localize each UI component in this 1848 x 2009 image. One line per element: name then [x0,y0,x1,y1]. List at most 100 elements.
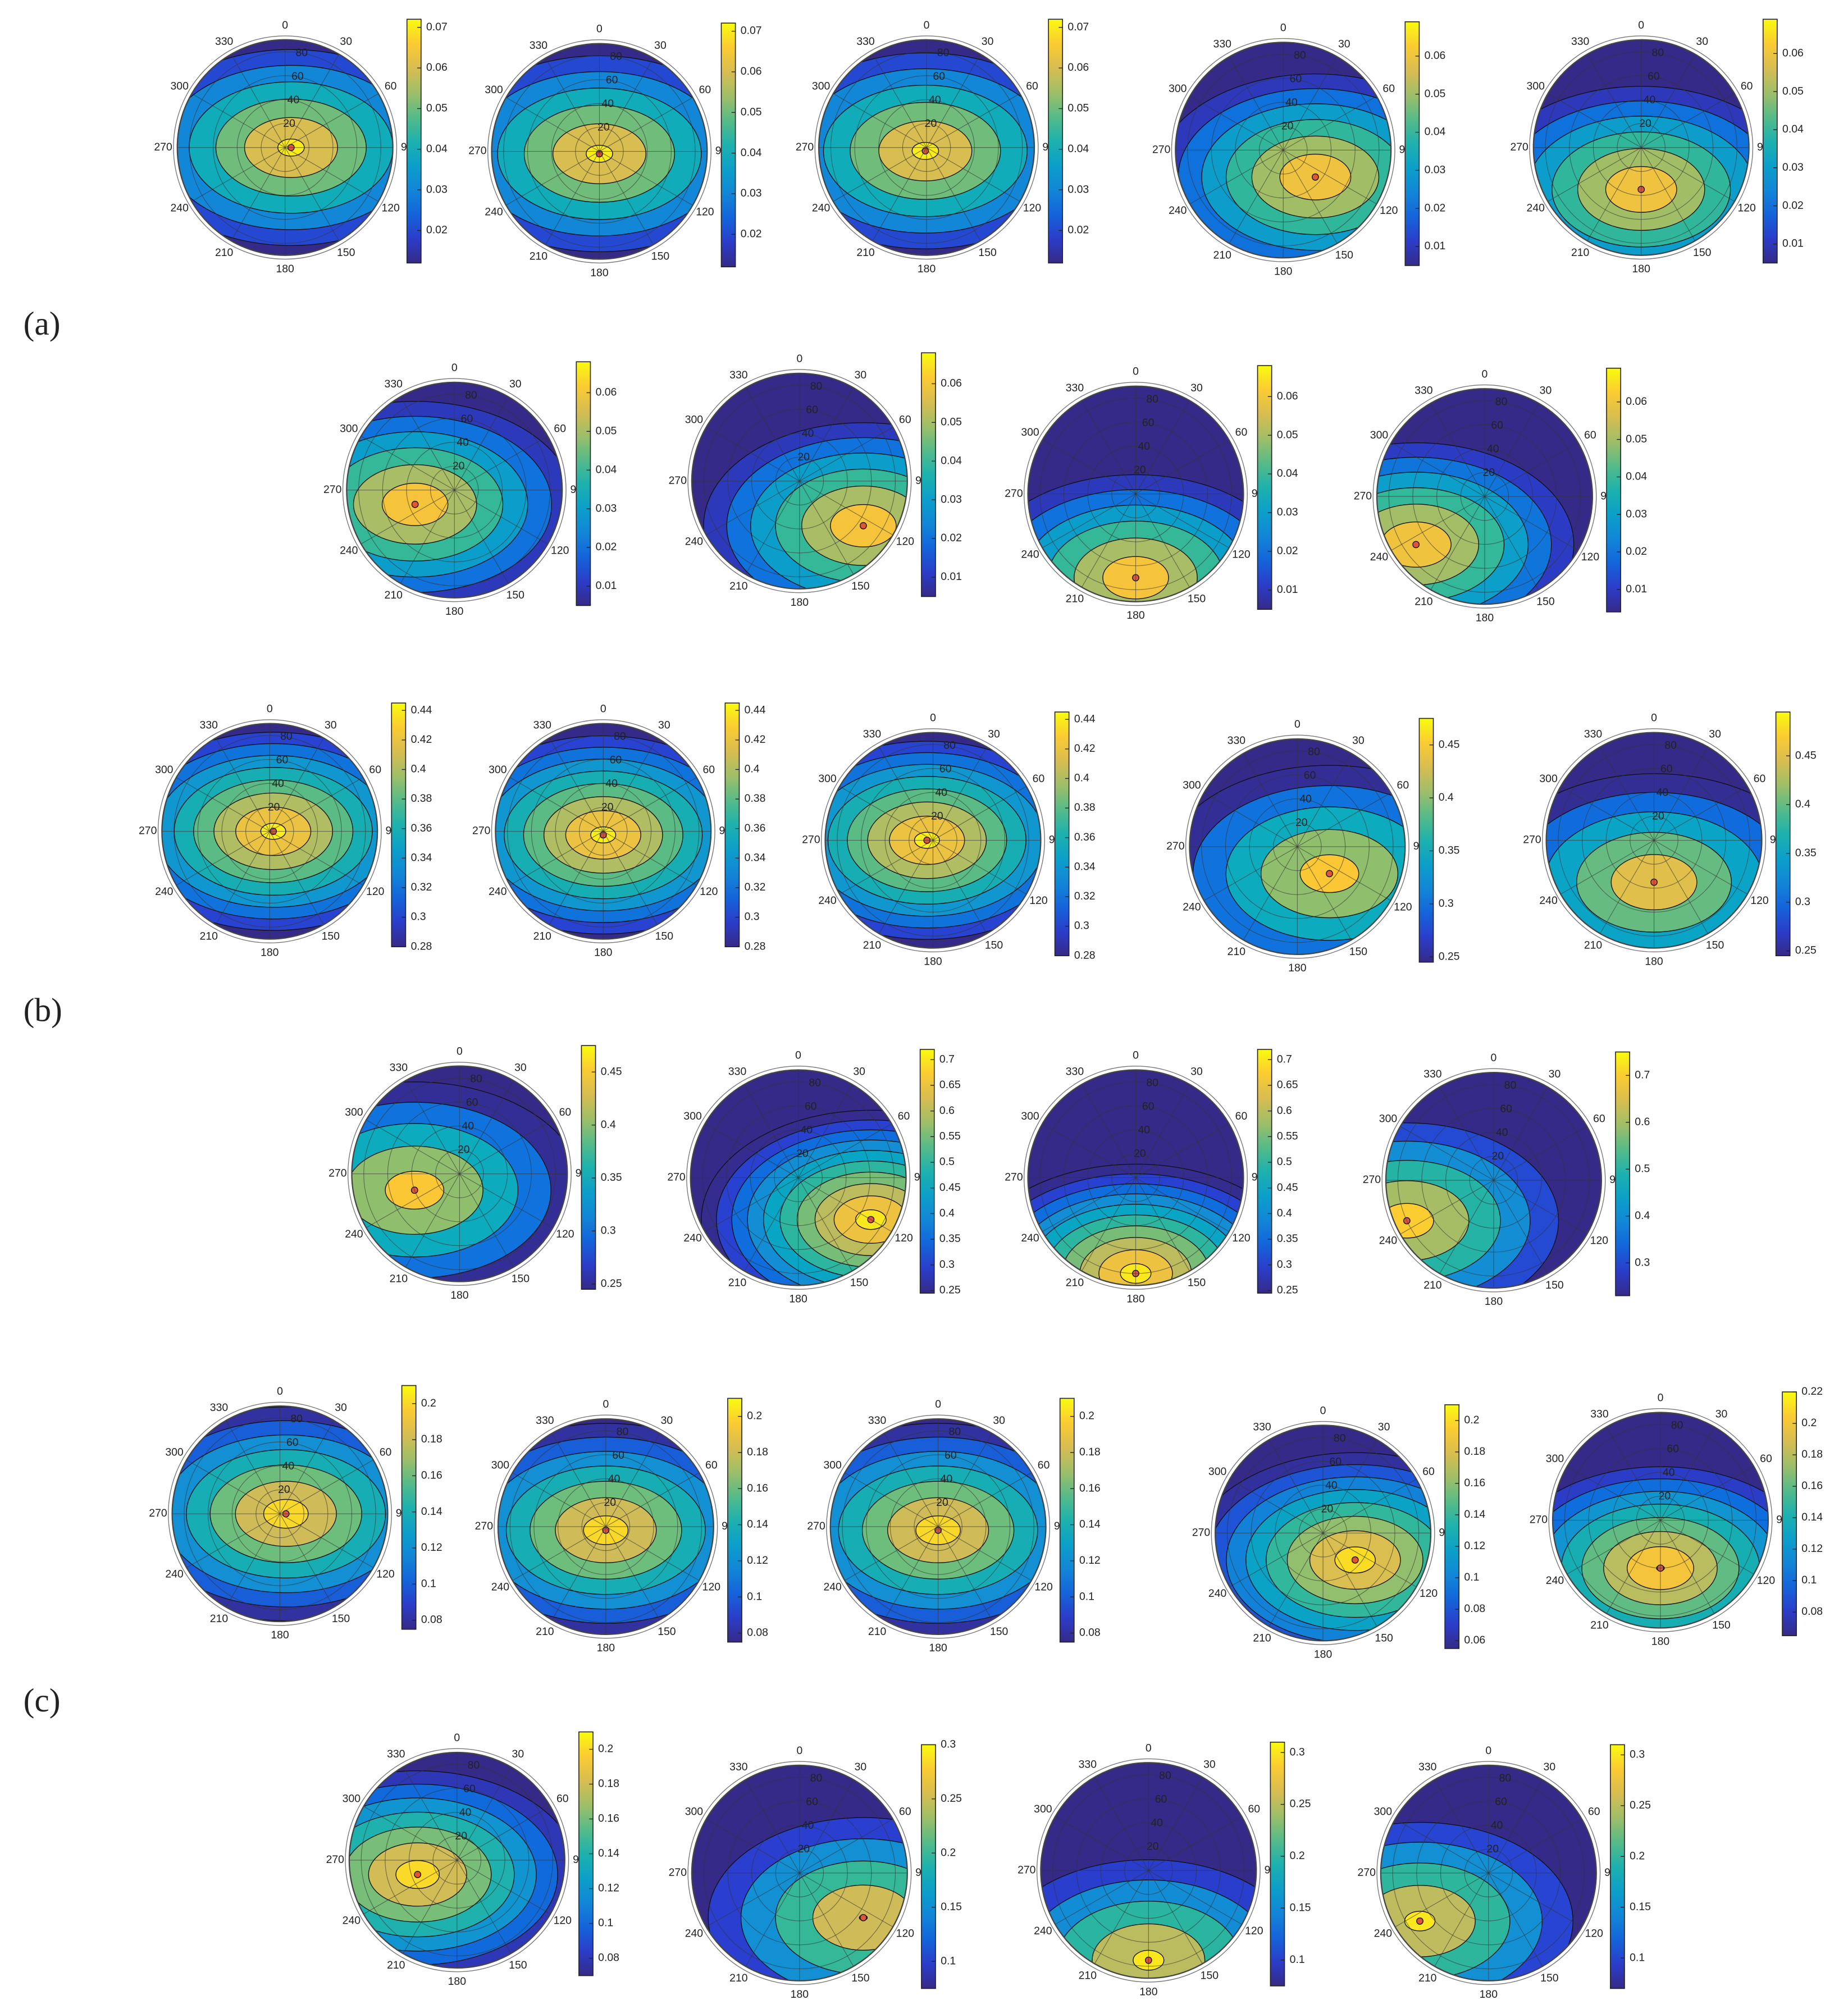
angle-tick-label: 330 [1414,384,1433,396]
polar-frame-outer [1542,728,1767,953]
angle-tick-label: 180 [261,947,279,959]
angular-grid [1493,1086,1548,1181]
angular-grid [1439,1180,1494,1274]
colorbar-tick-label: 0.25 [941,1792,962,1805]
angular-grid [932,840,987,934]
radial-tick-label: 20 [1134,1148,1146,1160]
angular-grid [231,54,286,148]
radial-tick-label: 40 [1644,94,1656,106]
radial-tick-label: 40 [802,427,814,440]
polar-frame [690,1069,907,1286]
radial-tick-label: 80 [617,1426,629,1438]
peak [411,500,419,508]
radial-tick-label: 60 [606,74,618,86]
colorbar [1782,1391,1797,1636]
angular-grid [1189,149,1284,204]
angle-tick-label: 0 [600,703,606,715]
angular-grid [405,1174,460,1268]
colorbar-tick-label: 0.16 [1079,1482,1101,1494]
angle-tick-label: 240 [685,1927,704,1939]
colorbar-tick-label: 0.3 [1074,920,1089,932]
peak [1351,1556,1359,1564]
angular-grid [512,1526,606,1581]
angle-tick-label: 210 [200,930,218,943]
colorbar-tick-label: 0.08 [598,1952,619,1964]
colorbar-tick-label: 0.1 [421,1577,436,1590]
angular-grid [745,387,800,482]
polar-plot: 2040608003060901201501802102402703003300… [328,1045,622,1302]
radial-tick-label: 80 [1294,49,1306,61]
angular-grid [1488,1873,1582,1928]
radial-tick-label: 40 [462,1120,474,1133]
angle-tick-label: 30 [1715,1408,1728,1421]
angular-grid [1229,56,1284,150]
angular-grid [1322,1533,1377,1627]
angle-tick-label: 60 [1397,779,1409,792]
angular-grid [603,831,658,925]
angle-tick-label: 330 [1066,382,1084,394]
radial-tick-label: 80 [1504,1079,1517,1092]
angle-tick-label: 120 [1232,548,1251,560]
angular-grid [799,481,854,575]
angle-tick-label: 330 [200,719,218,732]
peak [1416,1917,1423,1925]
angle-tick-label: 330 [863,728,882,741]
radial-tick-label: 80 [1664,739,1677,752]
colorbar-tick-label: 0.15 [941,1901,962,1913]
radial-tick-label: 60 [610,754,622,766]
colorbar-tick-label: 0.02 [741,227,762,240]
radial-tick-label: 20 [1483,466,1495,478]
colorbar [406,19,422,264]
angular-grid [599,58,654,152]
radial-tick-label: 60 [1667,1443,1679,1455]
angular-grid [1567,1519,1661,1574]
angle-tick-label: 120 [1420,1587,1438,1600]
angular-grid [745,481,800,575]
colorbar-tick-label: 0.16 [598,1812,619,1825]
angular-grid [285,147,379,202]
angular-grid [1567,1466,1661,1521]
angular-grid [400,396,455,491]
colorbar-tick-label: 0.35 [1277,1232,1298,1245]
colorbar-tick-label: 0.18 [747,1446,768,1458]
radial-tick-label: 20 [797,451,810,463]
radial-tick-label: 20 [604,1496,616,1509]
colorbar-tick-label: 0.04 [1782,123,1804,135]
angle-tick-label: 210 [536,1626,554,1638]
angle-tick-label: 300 [491,1459,510,1472]
colorbar [1418,718,1434,963]
polar-frame [161,723,378,940]
angular-grid [1094,1870,1149,1964]
angular-grid [1135,1177,1190,1271]
angular-grid [454,490,548,545]
angle-tick-label: 240 [489,885,507,898]
angle-tick-label: 240 [485,206,503,218]
angular-grid [457,1766,512,1861]
angle-tick-label: 270 [1358,1866,1376,1879]
angle-tick-label: 240 [812,202,831,214]
angular-grid [400,490,455,584]
angle-tick-label: 330 [1253,1421,1271,1433]
angle-tick-label: 330 [533,719,552,732]
polar-plot: 2040608003060901201501802102402703003300… [1005,1049,1298,1305]
colorbar-tick-label: 0.04 [1067,143,1089,155]
contour-field [177,39,393,255]
colorbar [1606,367,1621,613]
colorbar-tick-label: 0.35 [601,1171,622,1184]
angle-tick-label: 120 [1757,1574,1776,1587]
colorbar-tick-label: 0.25 [1290,1798,1311,1810]
polar-frame-outer [1036,1758,1261,1983]
angular-grid [1042,1123,1136,1178]
angle-tick-label: 120 [702,1581,721,1593]
colorbar-tick-label: 0.2 [747,1410,762,1422]
colorbar-tick-label: 0.7 [939,1053,955,1065]
colorbar-tick-label: 0.03 [1782,161,1804,173]
colorbar-tick-label: 0.38 [411,792,432,805]
angle-tick-label: 300 [489,764,507,776]
colorbar [1270,1741,1285,1987]
angle-tick-label: 210 [210,1613,229,1625]
colorbar-tick-label: 0.3 [411,911,426,923]
angular-grid [603,777,697,832]
polar-plot: 2040608003060901201501802102402703003300… [669,1738,962,2001]
angular-grid [926,147,1020,202]
